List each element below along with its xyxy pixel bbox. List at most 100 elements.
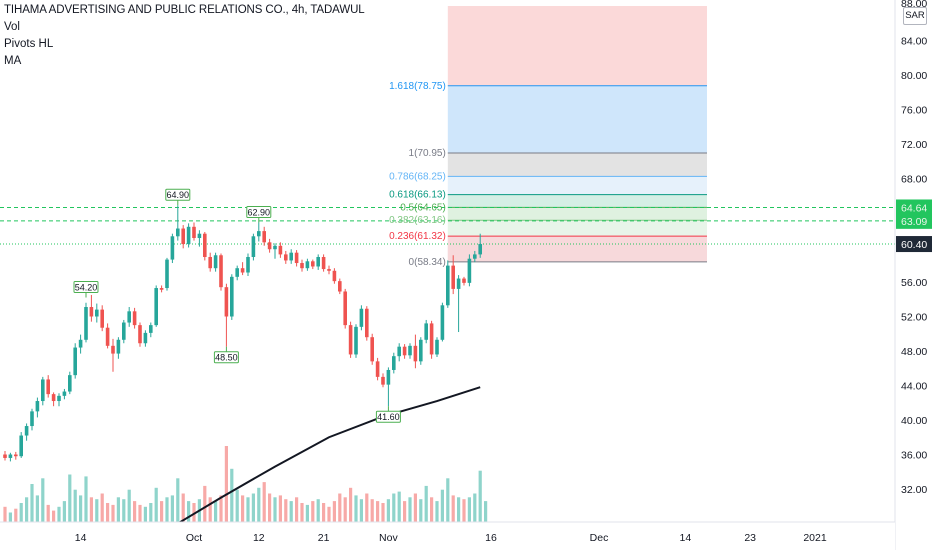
candle[interactable] — [14, 451, 18, 460]
candle[interactable] — [451, 255, 455, 295]
candle[interactable] — [170, 233, 175, 264]
candle[interactable] — [278, 242, 283, 258]
candle[interactable] — [273, 243, 277, 259]
candle[interactable] — [365, 306, 369, 341]
candle[interactable] — [213, 252, 218, 272]
pivot-label[interactable]: 41.60 — [375, 406, 401, 423]
candle[interactable] — [105, 323, 110, 349]
candle[interactable] — [165, 257, 169, 291]
candle[interactable] — [127, 307, 131, 327]
candle[interactable] — [467, 254, 472, 287]
candle[interactable] — [51, 392, 56, 407]
candle[interactable] — [478, 233, 482, 258]
candle[interactable] — [359, 305, 364, 331]
candle[interactable] — [138, 322, 142, 347]
candle[interactable] — [419, 337, 423, 365]
candle[interactable] — [408, 343, 412, 359]
candle[interactable] — [429, 320, 434, 359]
candle[interactable] — [235, 265, 239, 281]
candle[interactable] — [446, 260, 450, 308]
candle[interactable] — [73, 343, 77, 379]
candle[interactable] — [462, 276, 466, 286]
indicator-vol[interactable]: Vol — [4, 21, 20, 33]
candle[interactable] — [343, 288, 347, 329]
candle[interactable] — [208, 252, 212, 272]
candle[interactable] — [224, 283, 229, 347]
candle[interactable] — [473, 250, 477, 263]
candle[interactable] — [251, 233, 256, 261]
candle[interactable] — [78, 334, 83, 354]
candle[interactable] — [116, 337, 121, 359]
candle[interactable] — [84, 302, 88, 343]
candle[interactable] — [219, 253, 223, 291]
price-badge[interactable]: 64.64 — [896, 199, 932, 216]
pivot-label[interactable]: 54.20 — [73, 281, 99, 298]
candle[interactable] — [132, 307, 137, 329]
candle[interactable] — [435, 337, 439, 358]
candle[interactable] — [424, 319, 428, 344]
candle[interactable] — [246, 253, 250, 276]
price-badge[interactable]: 63.09 — [896, 212, 932, 229]
candle[interactable] — [413, 334, 418, 369]
currency-label[interactable]: SAR — [903, 7, 927, 25]
candle[interactable] — [354, 324, 358, 358]
candle[interactable] — [57, 393, 61, 407]
candle[interactable] — [68, 371, 72, 395]
candle[interactable] — [3, 451, 7, 461]
candle[interactable] — [284, 250, 288, 264]
candle[interactable] — [311, 259, 315, 270]
symbol-title[interactable]: TIHAMA ADVERTISING AND PUBLIC RELATIONS … — [4, 4, 365, 16]
candle[interactable] — [240, 262, 245, 276]
price-badge[interactable]: 60.40 — [896, 236, 932, 253]
candle[interactable] — [192, 222, 196, 241]
candle[interactable] — [370, 333, 374, 365]
indicator-ma[interactable]: MA — [4, 55, 22, 67]
candle[interactable] — [305, 258, 310, 271]
candle[interactable] — [100, 305, 104, 332]
candle[interactable] — [111, 338, 115, 372]
candle[interactable] — [181, 225, 185, 249]
candle[interactable] — [149, 322, 153, 338]
candle[interactable] — [321, 254, 326, 272]
candle[interactable] — [262, 226, 266, 246]
pivot-label[interactable]: 64.90 — [165, 188, 191, 206]
pivot-label[interactable]: 48.50 — [213, 346, 239, 364]
candle[interactable] — [300, 259, 304, 272]
candle[interactable] — [35, 397, 40, 418]
candle[interactable] — [186, 223, 191, 248]
candle[interactable] — [332, 268, 337, 284]
candle[interactable] — [203, 231, 207, 261]
candle[interactable] — [456, 275, 461, 333]
candle[interactable] — [381, 373, 385, 388]
candle[interactable] — [338, 278, 342, 295]
candle[interactable] — [30, 408, 34, 431]
pivot-label[interactable]: 62.90 — [246, 205, 272, 223]
candle[interactable] — [375, 357, 380, 381]
candle[interactable] — [257, 222, 261, 242]
candle[interactable] — [316, 254, 320, 270]
candle[interactable] — [392, 352, 396, 374]
candle[interactable] — [62, 388, 67, 400]
candle[interactable] — [440, 302, 445, 342]
candle[interactable] — [267, 238, 272, 253]
candle[interactable] — [402, 344, 407, 359]
candle[interactable] — [46, 375, 50, 398]
candle[interactable] — [154, 285, 158, 327]
candle[interactable] — [230, 274, 234, 320]
candle[interactable] — [41, 376, 45, 406]
candle[interactable] — [176, 205, 180, 241]
candle[interactable] — [24, 423, 29, 441]
candle[interactable] — [143, 330, 148, 347]
candle[interactable] — [294, 250, 299, 267]
candle[interactable] — [19, 432, 23, 458]
candle[interactable] — [397, 343, 401, 362]
candle[interactable] — [386, 367, 391, 407]
candle[interactable] — [197, 230, 202, 247]
candle[interactable] — [159, 285, 164, 293]
candle[interactable] — [122, 319, 126, 344]
candle[interactable] — [89, 294, 94, 322]
candle[interactable] — [289, 249, 293, 264]
indicator-pivots-hl[interactable]: Pivots HL — [4, 38, 54, 50]
candle[interactable] — [327, 265, 331, 275]
